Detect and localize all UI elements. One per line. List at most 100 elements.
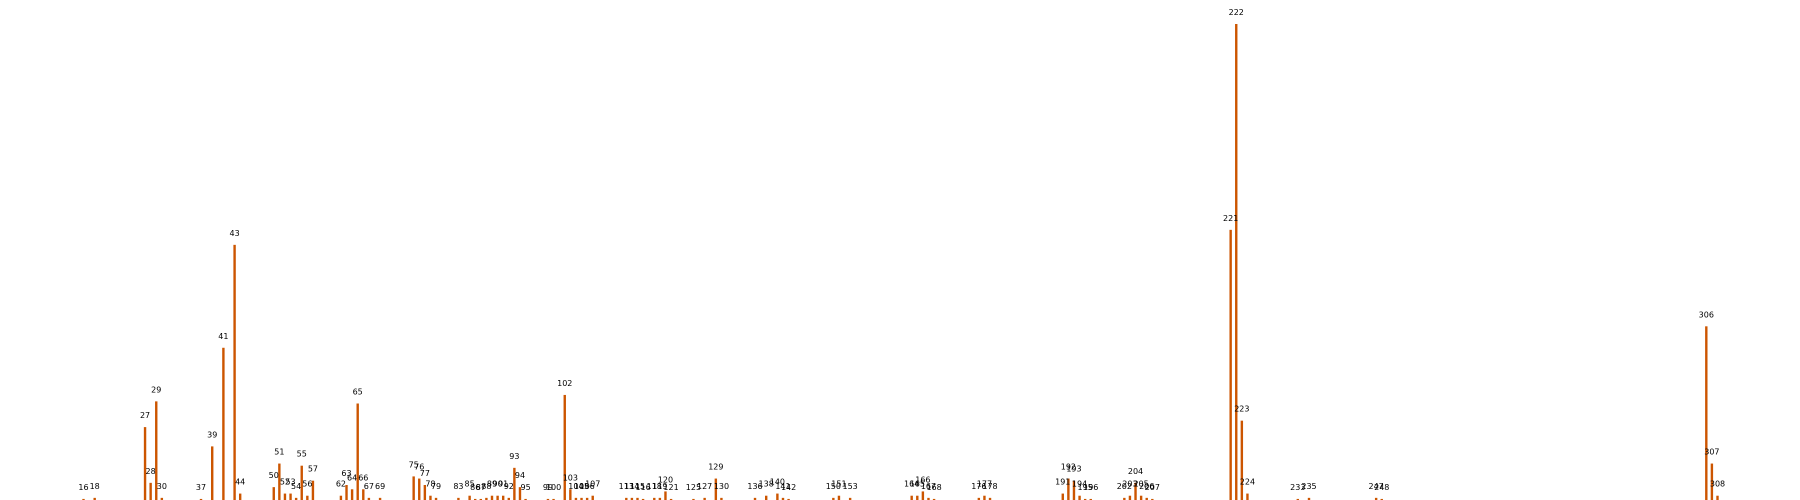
data-label-248: 248 [1374,483,1389,492]
bar-x-136 [753,497,757,500]
bar-x-177 [983,495,986,500]
data-label-76: 76 [414,463,424,472]
bar-x-204 [1134,482,1137,500]
bar-x-120 [664,491,667,500]
bar-x-65 [356,403,359,500]
data-label-99: 99 [543,483,553,492]
bars-group [82,24,1719,500]
data-label-78: 78 [425,480,435,489]
data-label-29: 29 [151,385,161,394]
data-label-222: 222 [1229,8,1244,17]
data-label-69: 69 [375,482,385,491]
data-label-55: 55 [297,450,307,459]
data-label-113: 113 [619,482,634,491]
bar-x-178 [988,497,992,500]
bar-x-43 [233,244,236,500]
data-label-178: 178 [982,482,997,491]
data-label-206: 206 [1139,482,1154,491]
data-label-86: 86 [470,483,480,492]
data-label-224: 224 [1240,478,1255,487]
bar-x-16 [82,498,85,500]
bar-x-142 [787,498,790,500]
bar-x-114 [630,497,634,500]
bar-x-64 [350,489,354,500]
data-label-30: 30 [157,482,167,491]
bar-x-67 [367,497,371,500]
data-label-90: 90 [493,480,503,489]
bar-x-57 [311,480,315,500]
data-label-75: 75 [409,460,419,469]
data-label-43: 43 [229,229,239,238]
bar-x-129 [714,478,718,500]
bar-x-233 [1296,498,1300,500]
bar-x-93 [513,467,516,500]
bar-x-165 [916,495,919,500]
bar-x-153 [848,497,852,500]
data-label-125: 125 [686,483,701,492]
bar-x-119 [658,497,662,500]
bar-x-223 [1240,420,1244,500]
bar-x-87 [479,498,483,500]
data-label-247: 247 [1369,482,1384,491]
data-label-51: 51 [274,448,284,457]
data-label-87: 87 [476,483,486,492]
bar-x-77 [423,484,427,500]
bar-x-193 [1072,480,1076,500]
data-label-233: 233 [1290,483,1305,492]
bar-x-306 [1705,326,1708,500]
data-label-150: 150 [826,482,841,491]
data-label-37: 37 [196,483,206,492]
bar-x-166 [921,491,925,500]
data-label-121: 121 [663,483,678,492]
data-label-202: 202 [1117,482,1132,491]
bar-x-79 [434,497,438,500]
bar-x-125 [692,498,695,500]
data-label-56: 56 [302,480,312,489]
bar-x-83 [457,497,460,500]
bar-x-28 [149,482,152,500]
bar-x-99 [546,498,550,500]
bar-x-29 [155,401,158,500]
data-label-103: 103 [563,473,578,482]
bar-x-205 [1139,495,1143,500]
bar-x-105 [580,497,583,500]
bar-x-52 [283,493,287,500]
bar-x-92 [507,497,510,500]
data-label-64: 64 [347,473,357,482]
bar-x-224 [1246,493,1249,500]
data-label-307: 307 [1704,448,1719,457]
bar-x-89 [490,495,494,500]
bar-x-39 [211,446,214,500]
data-label-94: 94 [515,471,525,480]
bar-x-195 [1083,498,1087,500]
bar-x-55 [300,465,303,500]
data-label-119: 119 [652,482,667,491]
data-label-164: 164 [904,480,919,489]
bar-x-307 [1710,463,1714,500]
bar-x-206 [1145,497,1148,500]
data-label-127: 127 [697,482,712,491]
bar-x-196 [1089,498,1092,500]
bar-x-78 [429,495,432,500]
bar-x-76 [418,478,421,500]
bar-x-130 [720,497,723,500]
data-label-151: 151 [831,480,846,489]
data-label-105: 105 [574,482,589,491]
data-label-115: 115 [630,482,645,491]
data-label-63: 63 [341,469,351,478]
data-label-65: 65 [353,388,363,397]
data-label-196: 196 [1083,483,1098,492]
bar-x-150 [832,497,835,500]
data-label-192: 192 [1061,463,1076,472]
bar-x-194 [1078,495,1081,500]
data-label-193: 193 [1066,465,1081,474]
data-label-221: 221 [1223,214,1238,223]
bar-x-191 [1061,493,1064,500]
data-label-118: 118 [647,482,662,491]
bar-x-115 [636,497,639,500]
data-label-223: 223 [1234,405,1249,414]
bar-x-106 [585,497,589,500]
data-label-83: 83 [453,482,463,491]
data-label-136: 136 [747,482,762,491]
